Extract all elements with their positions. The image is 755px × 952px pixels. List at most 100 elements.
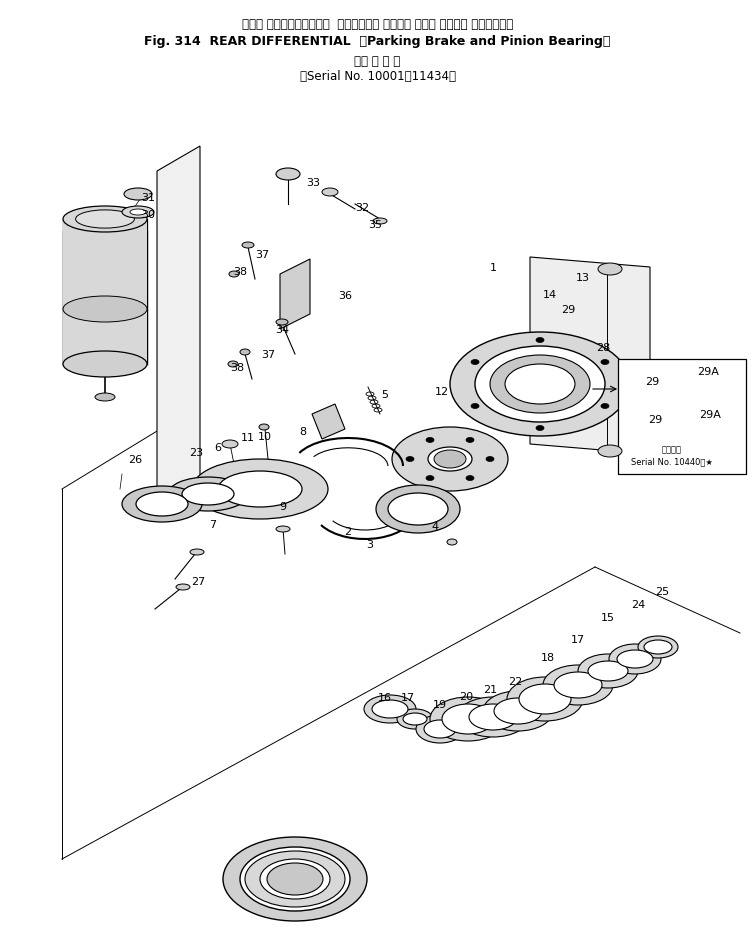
Ellipse shape bbox=[122, 486, 202, 523]
Ellipse shape bbox=[469, 704, 517, 730]
Ellipse shape bbox=[471, 404, 479, 409]
Text: 18: 18 bbox=[541, 652, 555, 663]
Polygon shape bbox=[312, 405, 345, 440]
Text: 22: 22 bbox=[508, 676, 522, 686]
Ellipse shape bbox=[372, 701, 408, 718]
Ellipse shape bbox=[223, 837, 367, 921]
Text: 2: 2 bbox=[344, 526, 352, 536]
Polygon shape bbox=[530, 258, 650, 454]
Ellipse shape bbox=[644, 641, 672, 654]
Ellipse shape bbox=[471, 360, 479, 366]
Text: 17: 17 bbox=[571, 634, 585, 645]
Ellipse shape bbox=[430, 697, 506, 742]
Ellipse shape bbox=[182, 484, 234, 506]
Polygon shape bbox=[280, 260, 310, 329]
Ellipse shape bbox=[601, 360, 609, 366]
Text: 28: 28 bbox=[596, 343, 610, 352]
Text: 29: 29 bbox=[561, 305, 575, 315]
Ellipse shape bbox=[494, 698, 542, 724]
Ellipse shape bbox=[426, 438, 434, 443]
Ellipse shape bbox=[136, 492, 188, 516]
Text: 38: 38 bbox=[233, 267, 247, 277]
Ellipse shape bbox=[505, 365, 575, 405]
Ellipse shape bbox=[267, 863, 323, 895]
Text: 適用号機: 適用号機 bbox=[662, 445, 682, 454]
Ellipse shape bbox=[588, 662, 628, 682]
Text: 13: 13 bbox=[576, 272, 590, 283]
Text: （適 用 号 機: （適 用 号 機 bbox=[354, 55, 401, 68]
Ellipse shape bbox=[475, 347, 605, 423]
Ellipse shape bbox=[63, 297, 147, 323]
Ellipse shape bbox=[388, 493, 448, 526]
Ellipse shape bbox=[442, 704, 494, 734]
Ellipse shape bbox=[490, 356, 590, 413]
Ellipse shape bbox=[554, 672, 602, 698]
Text: 37: 37 bbox=[261, 349, 275, 360]
Ellipse shape bbox=[168, 478, 248, 511]
Ellipse shape bbox=[406, 457, 414, 462]
Text: 23: 23 bbox=[189, 447, 203, 458]
Ellipse shape bbox=[397, 709, 433, 729]
Ellipse shape bbox=[373, 219, 387, 225]
Text: 26: 26 bbox=[128, 454, 142, 465]
Text: （Serial No. 10001～11434）: （Serial No. 10001～11434） bbox=[300, 69, 455, 83]
Ellipse shape bbox=[192, 460, 328, 520]
Ellipse shape bbox=[63, 207, 147, 232]
Ellipse shape bbox=[222, 441, 238, 448]
Ellipse shape bbox=[190, 549, 204, 555]
Ellipse shape bbox=[536, 426, 544, 431]
Text: 5: 5 bbox=[381, 389, 389, 400]
Ellipse shape bbox=[447, 540, 457, 545]
Ellipse shape bbox=[240, 349, 250, 356]
Ellipse shape bbox=[457, 697, 529, 737]
Ellipse shape bbox=[483, 691, 553, 731]
Ellipse shape bbox=[259, 425, 269, 430]
Text: 9: 9 bbox=[279, 502, 287, 511]
Ellipse shape bbox=[578, 654, 638, 688]
Ellipse shape bbox=[276, 320, 288, 326]
Ellipse shape bbox=[124, 188, 152, 201]
Text: 6: 6 bbox=[214, 443, 221, 452]
Ellipse shape bbox=[229, 271, 239, 278]
Ellipse shape bbox=[276, 169, 300, 181]
Text: 10: 10 bbox=[258, 431, 272, 442]
Text: 19: 19 bbox=[433, 700, 447, 709]
Text: Fig. 314  REAR DIFFERENTIAL  （Parking Brake and Pinion Bearing）: Fig. 314 REAR DIFFERENTIAL （Parking Brak… bbox=[144, 35, 611, 48]
Ellipse shape bbox=[609, 645, 661, 674]
Ellipse shape bbox=[228, 362, 238, 367]
Ellipse shape bbox=[426, 476, 434, 481]
Text: 17: 17 bbox=[401, 692, 415, 703]
Ellipse shape bbox=[364, 695, 416, 724]
Ellipse shape bbox=[245, 851, 345, 907]
Ellipse shape bbox=[486, 457, 494, 462]
Ellipse shape bbox=[63, 351, 147, 378]
Text: 29: 29 bbox=[648, 414, 662, 425]
Ellipse shape bbox=[130, 209, 146, 216]
Ellipse shape bbox=[598, 264, 622, 276]
Ellipse shape bbox=[403, 713, 427, 725]
Ellipse shape bbox=[507, 677, 583, 722]
Text: 7: 7 bbox=[209, 520, 217, 529]
Ellipse shape bbox=[434, 450, 466, 468]
Ellipse shape bbox=[260, 859, 330, 899]
Ellipse shape bbox=[76, 210, 134, 228]
Ellipse shape bbox=[617, 650, 653, 668]
Text: 8: 8 bbox=[300, 426, 307, 437]
Text: 32: 32 bbox=[355, 203, 369, 213]
Text: 29: 29 bbox=[645, 377, 659, 387]
Text: Serial No. 10440～★: Serial No. 10440～★ bbox=[631, 457, 713, 466]
Text: 16: 16 bbox=[378, 692, 392, 703]
Ellipse shape bbox=[519, 684, 571, 714]
Ellipse shape bbox=[176, 585, 190, 590]
Ellipse shape bbox=[543, 665, 613, 705]
Ellipse shape bbox=[598, 446, 622, 458]
Text: 15: 15 bbox=[601, 612, 615, 623]
Text: 14: 14 bbox=[543, 289, 557, 300]
Ellipse shape bbox=[416, 715, 464, 744]
Bar bbox=[618, 360, 746, 474]
Ellipse shape bbox=[376, 486, 460, 533]
Ellipse shape bbox=[218, 471, 302, 507]
Ellipse shape bbox=[392, 427, 508, 491]
Ellipse shape bbox=[536, 338, 544, 343]
Ellipse shape bbox=[240, 847, 350, 911]
